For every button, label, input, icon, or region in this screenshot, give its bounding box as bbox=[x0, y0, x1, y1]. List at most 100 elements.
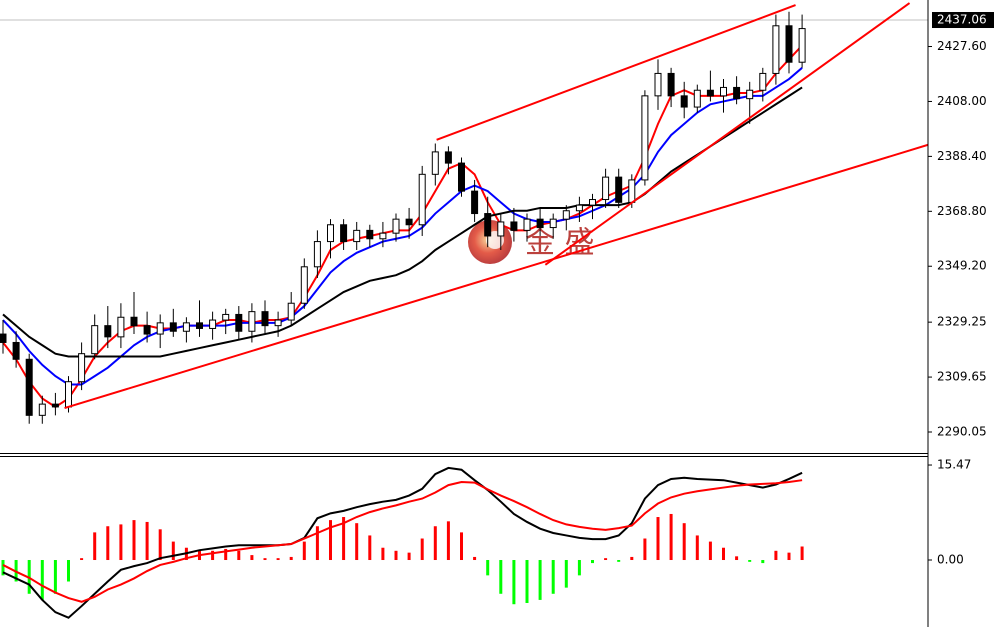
candle-body bbox=[444, 151, 452, 164]
candle-body bbox=[575, 204, 583, 212]
macd-line bbox=[2, 466, 803, 619]
candle-body bbox=[484, 213, 492, 237]
y-tick-label: 2388.40 bbox=[937, 149, 987, 163]
histogram-bar bbox=[420, 538, 424, 561]
histogram-bar bbox=[145, 521, 149, 561]
histogram-bar bbox=[800, 546, 804, 561]
candle-body bbox=[641, 95, 649, 181]
candle-body bbox=[366, 229, 374, 240]
candle-body bbox=[667, 72, 675, 97]
histogram-bar bbox=[250, 555, 254, 561]
candle-body bbox=[680, 95, 688, 108]
candle-body bbox=[733, 86, 741, 100]
candle-body bbox=[65, 381, 72, 408]
y-tick-label: 2290.05 bbox=[937, 425, 987, 439]
candle-body bbox=[418, 173, 426, 226]
histogram-bar bbox=[708, 541, 712, 561]
histogram-bar bbox=[106, 526, 110, 561]
histogram-bar bbox=[551, 560, 555, 594]
candle-body bbox=[523, 218, 531, 231]
histogram-bar bbox=[774, 550, 778, 561]
candle-body bbox=[772, 25, 780, 74]
candle-body bbox=[602, 176, 610, 201]
candle-body bbox=[300, 266, 308, 304]
candle-body bbox=[156, 322, 164, 335]
y-tick-label: 2368.80 bbox=[937, 204, 987, 218]
histogram-bar bbox=[289, 556, 293, 561]
candle-body bbox=[785, 25, 793, 63]
histogram-bar bbox=[368, 535, 372, 561]
trend-line bbox=[64, 143, 928, 410]
histogram-bar bbox=[171, 541, 175, 561]
candle-body bbox=[287, 302, 295, 321]
candle-body bbox=[431, 151, 439, 175]
price-panel bbox=[0, 2, 928, 424]
histogram-bar bbox=[643, 538, 647, 561]
candle-body bbox=[405, 218, 413, 226]
histogram-bar bbox=[263, 558, 267, 561]
histogram-bar bbox=[433, 526, 437, 561]
histogram-bar bbox=[446, 521, 450, 561]
candle-body bbox=[51, 403, 59, 408]
histogram-bar bbox=[394, 550, 398, 561]
candle-body bbox=[510, 221, 518, 231]
histogram-bar bbox=[735, 556, 739, 561]
candle-body bbox=[25, 358, 33, 416]
histogram-bar bbox=[604, 558, 608, 561]
histogram-bar bbox=[67, 560, 70, 582]
candle-body bbox=[654, 72, 662, 97]
candle-body bbox=[562, 210, 570, 220]
histogram-bar bbox=[473, 556, 477, 561]
candle-body bbox=[720, 86, 727, 97]
histogram-bar bbox=[486, 560, 490, 576]
candle-body bbox=[38, 403, 46, 416]
candle-body bbox=[169, 322, 177, 332]
histogram-bar bbox=[499, 560, 503, 594]
candle-body bbox=[392, 218, 400, 234]
histogram-bar bbox=[53, 560, 57, 594]
histogram-bar bbox=[669, 513, 673, 561]
histogram-bar bbox=[787, 552, 791, 561]
candle-body bbox=[798, 28, 806, 63]
candle-body bbox=[549, 218, 557, 229]
histogram-bar bbox=[577, 560, 581, 576]
current-price-label: 2437.06 bbox=[937, 13, 987, 27]
candle-body bbox=[78, 353, 86, 383]
candle-body bbox=[182, 322, 190, 332]
histogram-bar bbox=[407, 552, 411, 561]
y-tick-label: 2427.60 bbox=[937, 39, 987, 53]
candle-body bbox=[12, 341, 20, 360]
trend-line bbox=[544, 2, 911, 266]
candle-body bbox=[759, 72, 767, 91]
candle-body bbox=[248, 311, 256, 332]
candle-body bbox=[628, 179, 636, 203]
candle-body bbox=[91, 325, 99, 355]
y-tick-label: 0.00 bbox=[937, 553, 964, 567]
histogram-bar bbox=[132, 520, 136, 561]
histogram-bar bbox=[329, 520, 332, 561]
candle-body bbox=[235, 313, 243, 332]
candle-body bbox=[117, 316, 125, 338]
histogram-bar bbox=[355, 523, 359, 561]
histogram-bar bbox=[1, 560, 5, 576]
candle-body bbox=[589, 199, 596, 206]
candle-body bbox=[261, 311, 269, 327]
trend-line bbox=[436, 4, 796, 141]
histogram-bar bbox=[381, 547, 385, 561]
candle-body bbox=[340, 224, 348, 243]
current-price-box bbox=[932, 12, 994, 29]
candle-body bbox=[222, 313, 230, 321]
y-tick-label: 2349.20 bbox=[937, 259, 987, 273]
histogram-bar bbox=[538, 560, 542, 600]
histogram-bar bbox=[211, 550, 215, 561]
candle-body bbox=[497, 221, 505, 237]
histogram-bar bbox=[695, 535, 699, 561]
histogram-bar bbox=[224, 548, 228, 561]
histogram-bar bbox=[656, 517, 660, 561]
histogram-bar bbox=[525, 560, 529, 603]
histogram-bar bbox=[158, 529, 162, 561]
candle-body bbox=[706, 89, 714, 97]
